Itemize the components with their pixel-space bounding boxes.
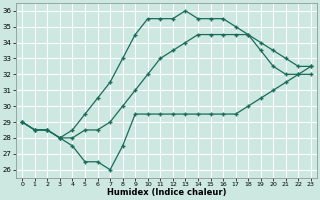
X-axis label: Humidex (Indice chaleur): Humidex (Indice chaleur): [107, 188, 226, 197]
